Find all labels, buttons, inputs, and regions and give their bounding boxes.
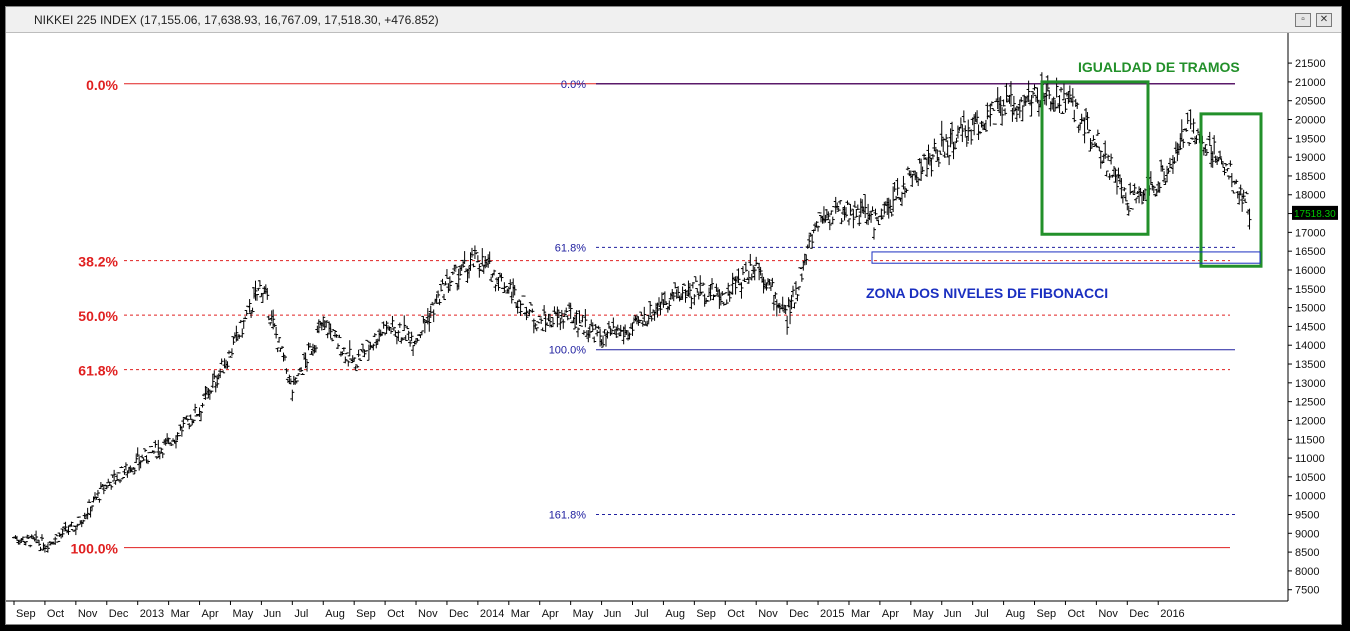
x-tick-label: Apr [542, 608, 559, 620]
x-tick-label: 2014 [480, 608, 504, 620]
x-tick-label: Dec [789, 608, 809, 620]
x-tick-label: Dec [1129, 608, 1149, 620]
x-tick-label: Nov [418, 608, 438, 620]
fib-levels: 0.0% 38.2% 50.0% 61.8% 100.0% 0.0% 61.8% 100.0%… [71, 77, 1235, 557]
x-tick-label: Jul [634, 608, 648, 620]
chart-window: NIKKEI 225 INDEX (17,155.06, 17,638.93, … [5, 6, 1342, 625]
y-tick-label: 10500 [1295, 472, 1326, 484]
y-tick-label: 20000 [1295, 115, 1326, 127]
tramo-box-2 [1199, 112, 1263, 268]
fib-right-label: 61.8% [555, 242, 586, 254]
x-tick-label: Apr [882, 608, 899, 620]
y-tick-label: 11500 [1295, 434, 1325, 446]
y-tick-label: 13500 [1295, 359, 1326, 371]
x-tick-label: Nov [758, 608, 778, 620]
y-tick-label: 15500 [1295, 284, 1326, 296]
x-tick-label: Oct [47, 608, 64, 620]
annotation-boxes [871, 80, 1263, 268]
x-tick-label: Jun [944, 608, 962, 620]
y-tick-label: 8500 [1295, 547, 1319, 559]
x-tick-label: Nov [78, 608, 98, 620]
x-tick-label: Sep [356, 608, 376, 620]
ohlc-bars [12, 72, 1252, 553]
restore-icon[interactable]: ▫ [1295, 13, 1311, 27]
fib-right-label: 0.0% [561, 79, 586, 91]
tramo-box-1 [1040, 80, 1150, 236]
x-tick-label: May [232, 608, 253, 620]
y-tick-label: 7500 [1295, 585, 1319, 597]
y-tick-label: 14000 [1295, 340, 1326, 352]
fib-left-label: 100.0% [71, 541, 119, 557]
y-tick-label: 14500 [1295, 321, 1326, 333]
x-tick-label: May [573, 608, 594, 620]
x-tick-label: 2016 [1160, 608, 1184, 620]
x-tick-label: May [913, 608, 934, 620]
x-tick-label: Oct [1067, 608, 1084, 620]
x-tick-label: Jul [975, 608, 989, 620]
x-tick-label: Aug [1006, 608, 1026, 620]
y-axis: 7500 8000 8500 9000 9500 10000 10500 11000 11500… [1287, 33, 1341, 624]
y-tick-label: 9500 [1295, 509, 1319, 521]
window-title: NIKKEI 225 INDEX (17,155.06, 17,638.93, … [34, 13, 439, 27]
y-tick-label: 15000 [1295, 303, 1326, 315]
y-tick-label: 21000 [1295, 77, 1326, 89]
y-axis-bg [1288, 33, 1341, 624]
y-tick-label: 12500 [1295, 397, 1326, 409]
x-tick-label: Oct [387, 608, 404, 620]
last-price-tag [1292, 205, 1338, 220]
y-tick-label: 13000 [1295, 378, 1326, 390]
y-tick-label: 19500 [1295, 133, 1326, 145]
fib-left-label: 0.0% [86, 77, 118, 93]
fib-left-label: 38.2% [78, 254, 118, 270]
x-tick-label: Nov [1098, 608, 1118, 620]
y-tick-label: 21500 [1295, 58, 1326, 70]
fib-zone-box [871, 251, 1261, 264]
x-tick-label: Jun [604, 608, 622, 620]
x-tick-label: Mar [851, 608, 870, 620]
y-tick-label: 8000 [1295, 566, 1319, 578]
annotation-labels: IGUALDAD DE TRAMOS ZONA DOS NIVELES DE FI… [866, 59, 1240, 301]
fib-left-label: 50.0% [78, 308, 118, 324]
price-chart: 0.0% 38.2% 50.0% 61.8% 100.0% 0.0% 61.8% 100.0%… [6, 33, 1341, 624]
x-tick-label: Sep [16, 608, 36, 620]
x-tick-label: Mar [511, 608, 530, 620]
x-tick-label: Dec [449, 608, 469, 620]
x-tick-label: Oct [727, 608, 744, 620]
x-tick-label: Sep [1037, 608, 1057, 620]
zona-label: ZONA DOS NIVELES DE FIBONACCI [866, 285, 1108, 301]
fib-right-label: 100.0% [549, 345, 587, 357]
x-tick-label: Jun [263, 608, 281, 620]
y-tick-label: 17000 [1295, 227, 1326, 239]
y-tick-label: 18000 [1295, 190, 1326, 202]
fib-right-label: 161.8% [549, 509, 587, 521]
x-tick-label: Aug [325, 608, 345, 620]
y-tick-label: 16000 [1295, 265, 1326, 277]
y-tick-label: 16500 [1295, 246, 1326, 258]
y-tick-label: 12000 [1295, 415, 1326, 427]
y-tick-label: 20500 [1295, 96, 1326, 108]
y-tick-label: 9000 [1295, 528, 1319, 540]
x-tick-label: Aug [665, 608, 685, 620]
x-tick-label: 2015 [820, 608, 844, 620]
x-tick-label: Dec [109, 608, 129, 620]
x-axis: Sep Oct Nov Dec 2013 Mar Apr May Jun Jul Aug Sep Oct… [6, 600, 1288, 620]
x-tick-label: Mar [171, 608, 190, 620]
last-price-label: 17518.30 [1294, 209, 1336, 220]
y-tick-label: 10000 [1295, 491, 1326, 503]
x-tick-label: Jul [294, 608, 308, 620]
close-icon[interactable]: ✕ [1316, 13, 1332, 27]
y-tick-label: 19000 [1295, 152, 1326, 164]
y-tick-label: 11000 [1295, 453, 1325, 465]
window-titlebar: NIKKEI 225 INDEX (17,155.06, 17,638.93, … [6, 7, 1341, 33]
x-tick-label: Sep [696, 608, 716, 620]
tramos-label: IGUALDAD DE TRAMOS [1078, 59, 1240, 75]
y-tick-label: 18500 [1295, 171, 1326, 183]
fib-left-label: 61.8% [78, 363, 118, 379]
x-tick-label: 2013 [140, 608, 164, 620]
x-tick-label: Apr [202, 608, 219, 620]
